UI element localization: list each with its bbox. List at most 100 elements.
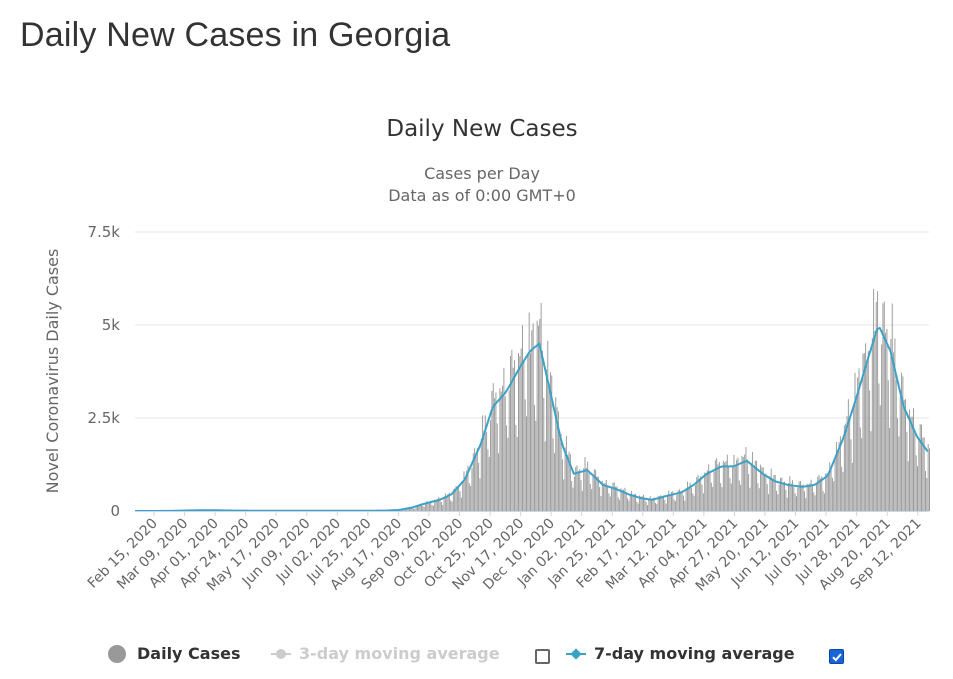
- daily-case-bar: [925, 470, 926, 511]
- daily-case-bar: [653, 497, 655, 511]
- daily-case-bar: [620, 488, 622, 511]
- daily-case-bar: [428, 501, 430, 511]
- daily-case-bar: [724, 462, 726, 511]
- daily-case-bar: [561, 459, 563, 511]
- daily-case-bar: [773, 474, 775, 511]
- daily-case-bar: [660, 495, 662, 511]
- daily-case-bar: [544, 441, 546, 511]
- daily-case-bar: [498, 453, 500, 511]
- daily-case-bar: [543, 397, 545, 511]
- daily-case-bar: [447, 493, 449, 511]
- daily-case-bar: [875, 301, 877, 511]
- legend-7day-average[interactable]: 7-day moving average: [566, 644, 795, 663]
- daily-case-bar: [780, 477, 781, 511]
- daily-case-bar: [750, 462, 752, 511]
- daily-case-bar: [895, 380, 897, 511]
- daily-case-bar: [593, 469, 595, 511]
- daily-case-bar: [552, 438, 554, 511]
- daily-case-bar: [573, 476, 575, 511]
- daily-case-bar: [651, 499, 652, 511]
- daily-case-bar: [793, 486, 795, 511]
- legend-3day-average[interactable]: 3-day moving average: [271, 644, 500, 663]
- daily-case-bar: [866, 361, 868, 511]
- daily-case-bar: [657, 496, 659, 511]
- daily-case-bar: [843, 425, 845, 511]
- legend-daily-cases[interactable]: Daily Cases: [108, 644, 240, 663]
- daily-case-bar: [673, 499, 675, 511]
- daily-case-bar: [434, 499, 436, 511]
- daily-case-bar: [909, 409, 911, 511]
- daily-case-bar: [555, 397, 557, 511]
- daily-case-bar: [712, 486, 714, 511]
- daily-case-bar: [579, 469, 581, 511]
- daily-case-bar: [499, 388, 501, 511]
- daily-case-bar: [639, 495, 641, 511]
- daily-case-bar: [685, 488, 687, 511]
- daily-case-bar: [584, 457, 586, 511]
- daily-case-bar: [655, 503, 656, 511]
- daily-case-bar: [846, 416, 848, 511]
- daily-case-bar: [728, 466, 730, 511]
- daily-case-bar: [790, 483, 792, 511]
- daily-case-bar: [663, 496, 664, 511]
- daily-case-bar: [564, 447, 566, 511]
- daily-case-bar: [899, 396, 901, 511]
- daily-case-bar: [681, 490, 683, 511]
- daily-case-bar: [532, 323, 534, 511]
- daily-case-bar: [588, 473, 590, 511]
- daily-case-bar: [507, 437, 509, 511]
- daily-case-bar: [587, 461, 589, 511]
- daily-case-bar: [632, 495, 634, 511]
- daily-case-bar: [604, 482, 606, 511]
- chart-legend: Daily Cases 3-day moving average 7-day m…: [0, 641, 953, 669]
- daily-case-bar: [811, 485, 813, 511]
- daily-case-bar: [827, 471, 829, 511]
- daily-case-bar: [576, 465, 578, 511]
- daily-case-bar: [609, 496, 611, 511]
- daily-case-bar: [736, 459, 738, 511]
- daily-case-bar: [661, 497, 663, 511]
- daily-case-bar: [805, 498, 807, 511]
- daily-case-bar: [406, 508, 408, 511]
- daily-case-bar: [761, 467, 763, 511]
- seven-day-average-checkbox[interactable]: [829, 649, 844, 664]
- daily-case-bar: [684, 500, 686, 511]
- daily-case-bar: [813, 492, 815, 511]
- daily-case-bar: [821, 476, 823, 511]
- daily-case-bar: [478, 462, 480, 511]
- daily-case-bar: [592, 476, 594, 511]
- daily-case-bar: [890, 339, 892, 511]
- daily-case-bar: [559, 431, 561, 511]
- daily-case-bar: [674, 501, 676, 511]
- daily-case-bar: [418, 504, 420, 511]
- daily-case-bar: [427, 503, 429, 511]
- daily-case-bar: [878, 383, 880, 511]
- daily-case-bar: [403, 509, 405, 511]
- daily-case-bar: [436, 498, 438, 511]
- daily-case-bar: [549, 372, 551, 511]
- daily-case-bar: [423, 506, 425, 511]
- daily-case-bar: [686, 481, 688, 511]
- three-day-average-checkbox[interactable]: [535, 649, 550, 664]
- daily-case-bar: [664, 499, 666, 511]
- daily-case-bar: [897, 418, 899, 511]
- daily-case-bar: [583, 468, 585, 511]
- daily-case-bar: [635, 494, 637, 511]
- daily-case-bar: [411, 507, 413, 511]
- daily-case-bar: [765, 473, 767, 511]
- daily-case-bar: [915, 455, 917, 511]
- daily-case-bar: [770, 468, 772, 511]
- daily-case-bar: [781, 477, 783, 511]
- daily-case-bar: [633, 494, 635, 511]
- daily-case-bar: [922, 437, 924, 511]
- daily-case-bar: [548, 382, 550, 511]
- daily-case-bar: [565, 435, 567, 511]
- daily-case-bar: [831, 477, 833, 511]
- daily-case-bar: [709, 473, 711, 511]
- daily-case-bar: [776, 490, 778, 511]
- daily-case-bar: [475, 453, 477, 511]
- daily-case-bar: [700, 476, 702, 511]
- daily-case-bar: [855, 398, 857, 511]
- daily-case-bar: [838, 442, 840, 511]
- daily-case-bar: [641, 496, 643, 511]
